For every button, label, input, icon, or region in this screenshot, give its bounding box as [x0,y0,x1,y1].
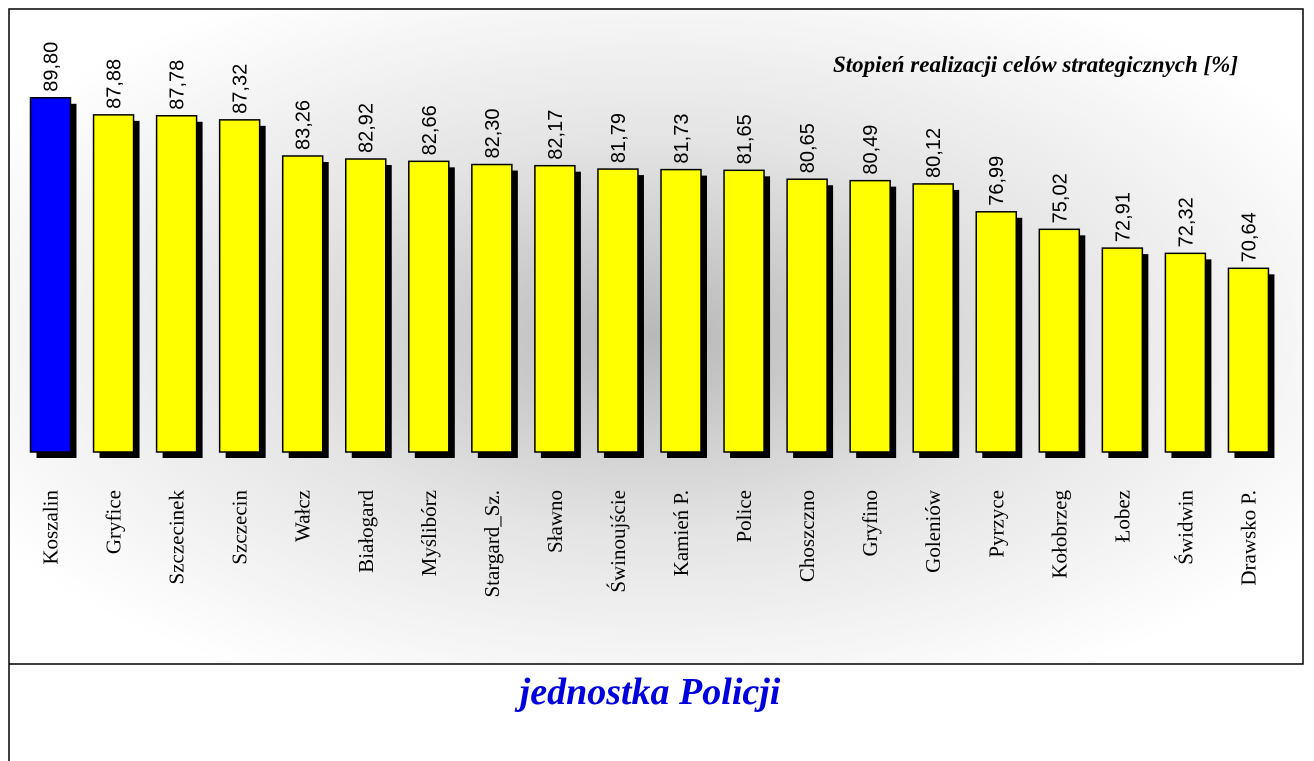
bar [281,155,324,453]
value-label: 87,88 [104,59,126,109]
value-label: 75,02 [1049,173,1071,223]
bar [218,119,261,453]
bar [975,211,1017,453]
bar [471,163,513,453]
value-label: 82,30 [482,108,504,158]
bar [92,114,135,453]
bar [786,178,828,453]
bar [723,169,765,453]
x-tick-label: Pyrzyce [984,490,1008,558]
bar [660,168,702,453]
value-label: 81,65 [734,114,756,164]
x-axis-label: jednostka Policji [515,671,781,713]
value-label: 82,17 [545,110,567,160]
x-tick-label: Kołobrzeg [1047,490,1071,579]
x-tick-label: Choszczno [795,490,819,582]
chart-title: Stopień realizacji celów strategicznych … [833,52,1238,77]
value-label: 87,78 [167,60,189,110]
value-label: 87,32 [230,64,252,114]
x-tick-label: Świdwin [1173,490,1197,565]
x-tick-label: Sławno [543,490,567,553]
value-label: 81,79 [608,113,630,163]
value-label: 81,73 [671,114,693,164]
bar [1227,267,1270,453]
value-label: 82,66 [419,105,441,155]
x-tick-label: Koszalin [39,490,63,565]
value-label: 89,80 [41,42,63,92]
bar [849,179,891,453]
x-tick-label: Stargard_Sz. [480,490,504,598]
value-label: 70,64 [1238,212,1260,262]
x-tick-label: Drawsko P. [1236,490,1260,586]
bar [534,164,576,453]
x-tick-label: Świnoujście [606,490,630,593]
value-label: 82,92 [356,103,378,153]
value-label: 72,91 [1112,192,1134,242]
x-tick-label: Gryfino [858,490,882,557]
bar [597,168,639,453]
x-tick-label: Szczecin [228,490,252,565]
bar [29,97,72,453]
x-tick-label: Szczecinek [165,490,189,585]
bar [155,115,198,453]
bar [1101,247,1144,453]
value-label: 76,99 [986,156,1008,206]
x-tick-label: Wałcz [291,490,315,542]
bar [912,183,954,453]
bar [1038,228,1081,453]
x-tick-label: Białogard [354,490,378,573]
x-tick-label: Goleniów [921,489,945,573]
value-label: 80,49 [860,125,882,175]
x-tick-label: Gryfice [102,490,126,554]
bar [345,158,387,453]
x-tick-label: Myślibórz [417,490,441,576]
bar [1164,252,1207,453]
value-label: 83,26 [293,100,315,150]
frame [8,8,1304,761]
x-tick-label: Police [732,490,756,543]
value-label: 80,65 [797,123,819,173]
x-tick-label: Kamień P. [669,490,693,576]
value-label: 80,12 [923,128,945,178]
bar [408,160,450,453]
x-tick-label: Łobez [1110,490,1134,542]
value-label: 72,32 [1175,197,1197,247]
